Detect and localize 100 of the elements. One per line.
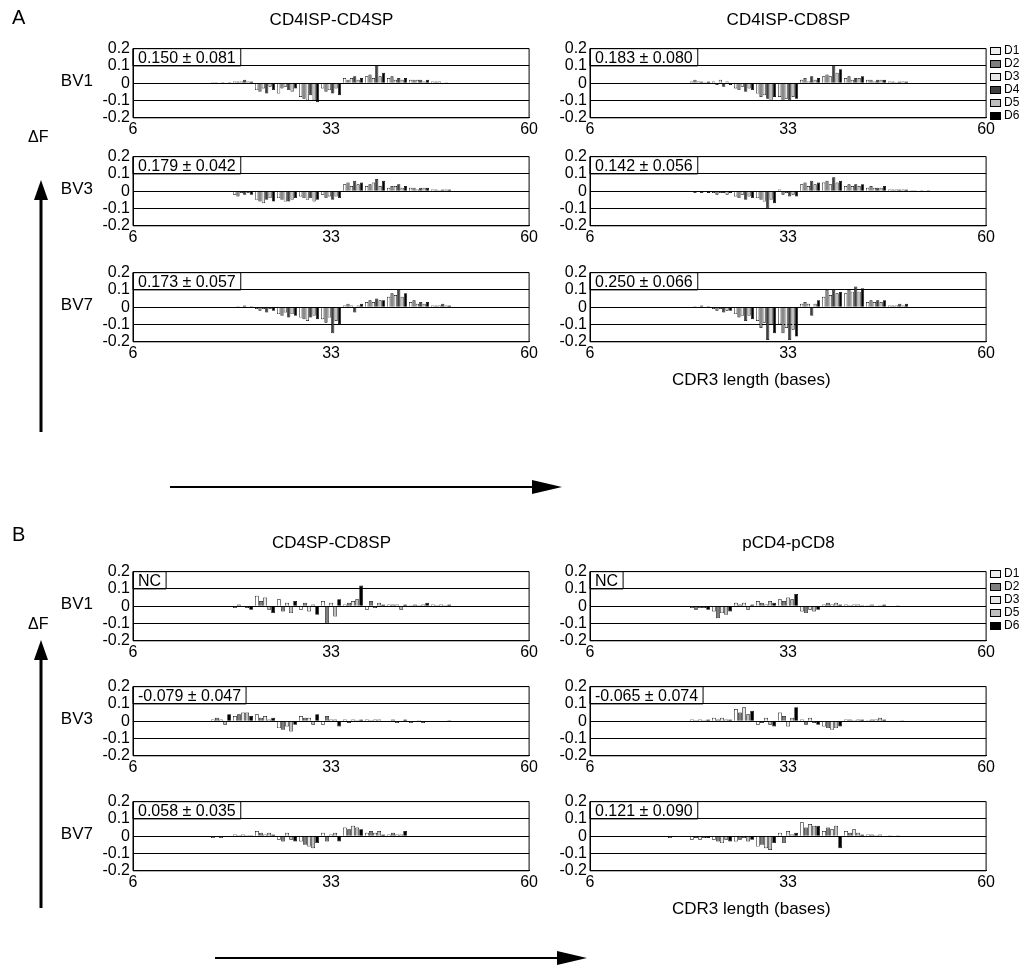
legend-label: D5 [1003, 95, 1020, 109]
legend-label: D6 [1003, 618, 1020, 632]
y-tick-label: 0 [121, 826, 131, 844]
y-tick-label: 0.2 [564, 562, 588, 580]
legend-label: D2 [1003, 579, 1020, 593]
y-axis-title: BV7 [60, 824, 93, 844]
y-tick-label: -0.1 [102, 314, 131, 332]
chart-title: CD4ISP-CD8SP [725, 10, 852, 30]
y-axis-title: BV3 [60, 179, 93, 199]
y-tick-label: 0.2 [564, 263, 588, 281]
y-tick-label: 0 [121, 596, 131, 614]
y-tick-label: 0.2 [107, 792, 131, 810]
y-tick-label: -0.1 [559, 314, 588, 332]
legend-label: D5 [1003, 605, 1020, 619]
y-tick-label: 0.1 [107, 56, 131, 74]
x-tick-label: 6 [585, 227, 595, 245]
y-tick-label: -0.1 [102, 198, 131, 216]
y-tick-label: 0.1 [564, 579, 588, 597]
x-tick-label: 33 [322, 119, 341, 137]
y-axis-title: BV1 [60, 71, 93, 91]
legend-label: D1 [1003, 566, 1020, 580]
y-tick-label: 0.1 [107, 579, 131, 597]
y-tick-label: 0.2 [107, 147, 131, 165]
y-axis-title: BV7 [60, 295, 93, 315]
x-tick-label: 6 [128, 872, 138, 890]
y-tick-label: 0 [578, 73, 588, 91]
legend-label: D4 [1003, 82, 1020, 96]
x-tick-label: 6 [585, 343, 595, 361]
annotation: 0.058 ± 0.035 [138, 801, 236, 819]
y-tick-label: 0.1 [107, 809, 131, 827]
x-tick-label: 60 [977, 343, 996, 361]
text: B [12, 523, 26, 546]
y-tick-label: 0.1 [564, 280, 588, 298]
y-tick-label: -0.1 [559, 843, 588, 861]
y-tick-label: 0.1 [107, 164, 131, 182]
x-tick-label: 60 [977, 227, 996, 245]
legend-label: D1 [1003, 43, 1020, 57]
y-tick-label: 0.1 [564, 809, 588, 827]
x-tick-label: 60 [977, 872, 996, 890]
x-tick-label: 33 [779, 872, 798, 890]
x-tick-label: 60 [520, 227, 539, 245]
x-axis-title: CDR3 length (bases) [672, 370, 831, 390]
y-tick-label: 0.1 [564, 56, 588, 74]
y-tick-label: -0.1 [559, 728, 588, 746]
x-tick-label: 33 [322, 642, 341, 660]
y-axis-title: BV1 [60, 594, 93, 614]
x-tick-label: 6 [585, 757, 595, 775]
x-tick-label: 6 [585, 119, 595, 137]
annotation: 0.183 ± 0.080 [595, 48, 693, 66]
y-tick-label: -0.1 [559, 613, 588, 631]
x-tick-label: 33 [779, 757, 798, 775]
annotation: -0.079 ± 0.047 [138, 686, 242, 704]
y-tick-label: 0 [578, 826, 588, 844]
annotation: 0.121 ± 0.090 [595, 801, 693, 819]
annotation: 0.150 ± 0.081 [138, 48, 236, 66]
chart-title: pCD4-pCD8 [741, 533, 836, 553]
x-tick-label: 33 [779, 642, 798, 660]
x-tick-label: 60 [977, 642, 996, 660]
y-tick-label: 0.1 [107, 280, 131, 298]
y-tick-label: 0 [121, 73, 131, 91]
y-tick-label: -0.1 [102, 728, 131, 746]
y-tick-label: 0 [578, 711, 588, 729]
annotation: 0.142 ± 0.056 [595, 156, 693, 174]
x-axis-title: CDR3 length (bases) [672, 899, 831, 919]
y-tick-label: -0.1 [102, 90, 131, 108]
y-tick-label: 0 [578, 297, 588, 315]
x-tick-label: 33 [322, 343, 341, 361]
x-tick-label: 60 [520, 642, 539, 660]
text: ΔF [28, 615, 49, 633]
chart-title: CD4ISP-CD4SP [268, 10, 395, 30]
x-tick-label: 60 [520, 119, 539, 137]
y-tick-label: 0.2 [564, 147, 588, 165]
legend-label: D2 [1003, 56, 1020, 70]
y-tick-label: 0.1 [564, 694, 588, 712]
y-tick-label: -0.1 [559, 90, 588, 108]
annotation: -0.065 ± 0.074 [595, 686, 699, 704]
x-tick-label: 60 [520, 757, 539, 775]
y-tick-label: 0.1 [107, 694, 131, 712]
x-tick-label: 33 [322, 757, 341, 775]
y-tick-label: -0.1 [102, 843, 131, 861]
y-tick-label: 0 [578, 181, 588, 199]
annotation: 0.179 ± 0.042 [138, 156, 236, 174]
x-tick-label: 6 [128, 757, 138, 775]
legend-label: D6 [1004, 108, 1020, 122]
legend-label: D3 [1003, 592, 1020, 606]
x-tick-label: 6 [585, 872, 595, 890]
annotation: 0.173 ± 0.057 [138, 272, 236, 290]
x-tick-label: 6 [585, 642, 595, 660]
x-tick-label: 60 [977, 757, 996, 775]
x-tick-label: 6 [128, 642, 138, 660]
x-tick-label: 60 [520, 872, 539, 890]
y-axis-title: BV3 [60, 709, 93, 729]
y-tick-label: 0.2 [107, 562, 131, 580]
x-tick-label: 60 [977, 119, 996, 137]
annotation: NC [138, 571, 162, 589]
x-tick-label: 33 [322, 227, 341, 245]
y-tick-label: 0.1 [564, 164, 588, 182]
y-tick-label: 0.2 [107, 263, 131, 281]
y-tick-label: 0.2 [564, 677, 588, 695]
x-tick-label: 33 [322, 872, 341, 890]
